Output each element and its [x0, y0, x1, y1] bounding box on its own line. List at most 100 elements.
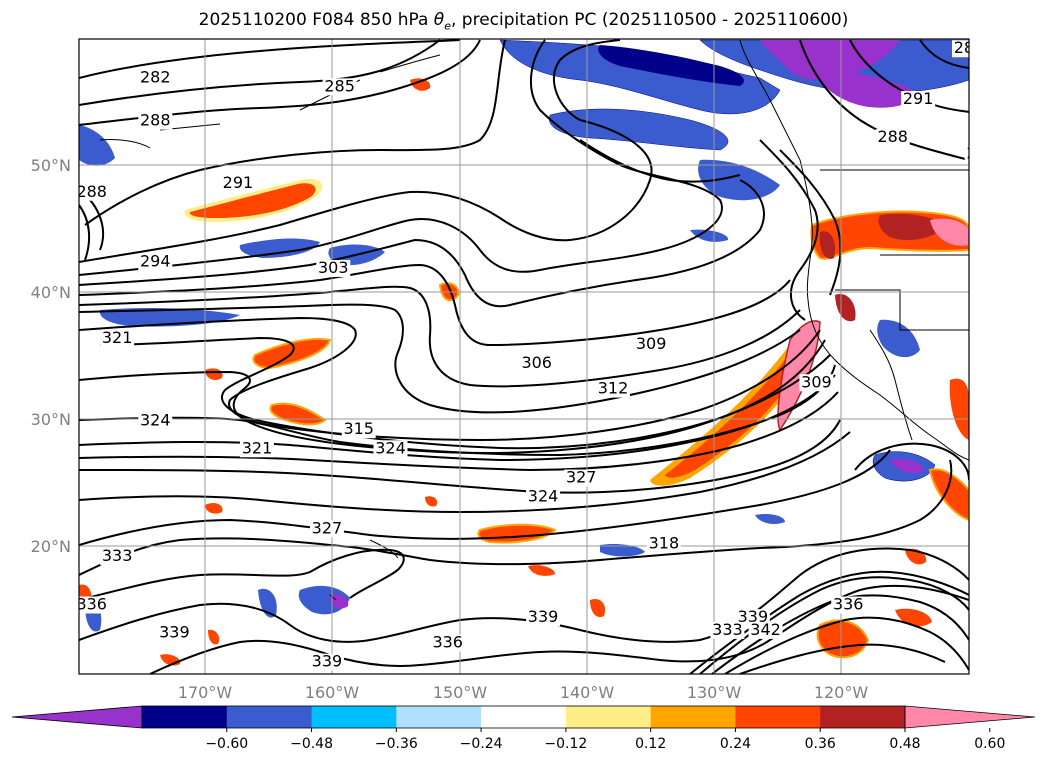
contour-label: 327: [566, 468, 597, 487]
contour-line: [79, 391, 839, 472]
contour-label-bg: [596, 380, 630, 398]
lon-label: 130°W: [687, 683, 742, 702]
precip-blob: [650, 322, 819, 486]
contour-line: [79, 39, 723, 276]
contour-label: 333: [712, 620, 743, 639]
contour-label-bg: [634, 336, 669, 354]
contour-label-bg: [710, 621, 745, 639]
colorbar-tick-label: 0.48: [889, 736, 920, 752]
contour-line: [79, 459, 953, 576]
contour-line: [919, 39, 969, 69]
contour-label: 294: [140, 252, 171, 271]
lat-tick-labels: 50°N 40°N 30°N 20°N: [31, 156, 71, 556]
contour-label-bg: [373, 440, 408, 458]
contour-label: 336: [833, 595, 864, 614]
contour-label: 297: [966, 144, 997, 163]
contour-label: 336: [432, 633, 463, 652]
contour-label-bg: [322, 78, 357, 96]
colorbar-tick-label: −0.48: [290, 736, 333, 752]
lon-tick-labels: 170°W 160°W 150°W 140°W 130°W 120°W: [178, 683, 869, 702]
title-prefix: 2025110200 F084 850 hPa: [198, 10, 434, 30]
contour-line: [79, 419, 841, 494]
contour-label-bg: [971, 38, 1005, 55]
contour-label-bg: [138, 112, 173, 130]
contour-line: [79, 263, 791, 347]
contour-label: 321: [242, 438, 273, 457]
contour-label: 288: [877, 127, 908, 146]
contour-label-bg: [100, 548, 135, 566]
colorbar-swatch: [311, 706, 397, 728]
contour-line: [79, 449, 891, 546]
lat-label: 50°N: [31, 156, 71, 175]
contour-line: [79, 39, 461, 79]
precip-blob: [930, 218, 969, 246]
contour-label: 324: [375, 438, 406, 457]
colorbar-tick-label: −0.24: [460, 736, 503, 752]
colorbar-swatch: [226, 706, 313, 728]
lon-label: 120°W: [814, 683, 869, 702]
colorbar-tick-label: −0.60: [205, 736, 248, 752]
precip-blob: [878, 213, 945, 241]
colorbar-swatch: [650, 706, 736, 728]
contour-label: 306: [521, 353, 552, 372]
colorbar-swatch: [481, 706, 567, 728]
contour-label: 327: [312, 518, 343, 537]
precip-blob: [698, 159, 780, 201]
colorbar-tick-label: 0.36: [805, 736, 836, 752]
precip-blob: [330, 594, 349, 609]
theta-symbol: θ: [433, 10, 445, 30]
contour-label-bg: [952, 40, 969, 58]
colorbar-extend-low: [11, 705, 143, 729]
contour-line: [779, 149, 842, 296]
contour-label: 279: [973, 36, 1004, 55]
contour-label-bg: [799, 374, 834, 392]
contour-label: 291: [223, 173, 254, 192]
contour-label-bg: [138, 253, 173, 271]
colorbar-swatch: [396, 706, 482, 728]
precip-blob: [690, 229, 729, 242]
title-suffix: , precipitation PC (2025110500 - 2025110…: [450, 10, 849, 30]
contour-label: 342: [750, 620, 781, 639]
contour-label: 282: [140, 67, 171, 86]
contour-label: 324: [140, 410, 171, 429]
contour-label-bg: [100, 329, 135, 347]
lon-label: 160°W: [305, 683, 360, 702]
baja-coast: [869, 329, 913, 441]
precip-blob: [410, 78, 431, 91]
contour-label: 291: [903, 89, 934, 108]
contour-line: [854, 442, 969, 481]
contour-label: 339: [528, 607, 559, 626]
contour-line: [724, 616, 969, 674]
contour-label: 324: [528, 487, 559, 506]
colorbar-tick-label: −0.36: [375, 736, 418, 752]
contour-line: [79, 285, 801, 388]
contour-label-bg: [430, 634, 465, 652]
hawaii-coast: [329, 539, 399, 601]
colorbar-swatch: [565, 706, 652, 728]
contour-label-bg: [564, 469, 599, 487]
contour-label: 315: [343, 419, 374, 438]
contour-line: [739, 643, 946, 674]
colorbar-tick-label: 0.60: [974, 736, 1005, 752]
precip-blob: [890, 458, 925, 474]
north-america-coast: [739, 39, 969, 461]
contour-line: [79, 204, 91, 261]
precip-blob: [600, 543, 645, 557]
contour-label-bg: [220, 174, 255, 192]
precip-blob: [208, 629, 220, 645]
contour-label: 339: [159, 622, 190, 641]
precip-blob: [528, 565, 555, 576]
contour-label-bg: [309, 653, 344, 671]
precip-blob: [928, 468, 969, 522]
contour-label: 333: [102, 546, 133, 565]
contour-label-bg: [309, 520, 344, 538]
contour-label-bg: [79, 596, 109, 614]
contour-label-bg: [157, 624, 192, 642]
contour-label-bg: [519, 355, 554, 373]
contour-line: [79, 179, 765, 308]
contour-label-bg: [646, 535, 681, 553]
contour-label-bg: [875, 129, 910, 147]
contour-label: 339: [738, 607, 769, 626]
contour-line: [79, 548, 405, 601]
